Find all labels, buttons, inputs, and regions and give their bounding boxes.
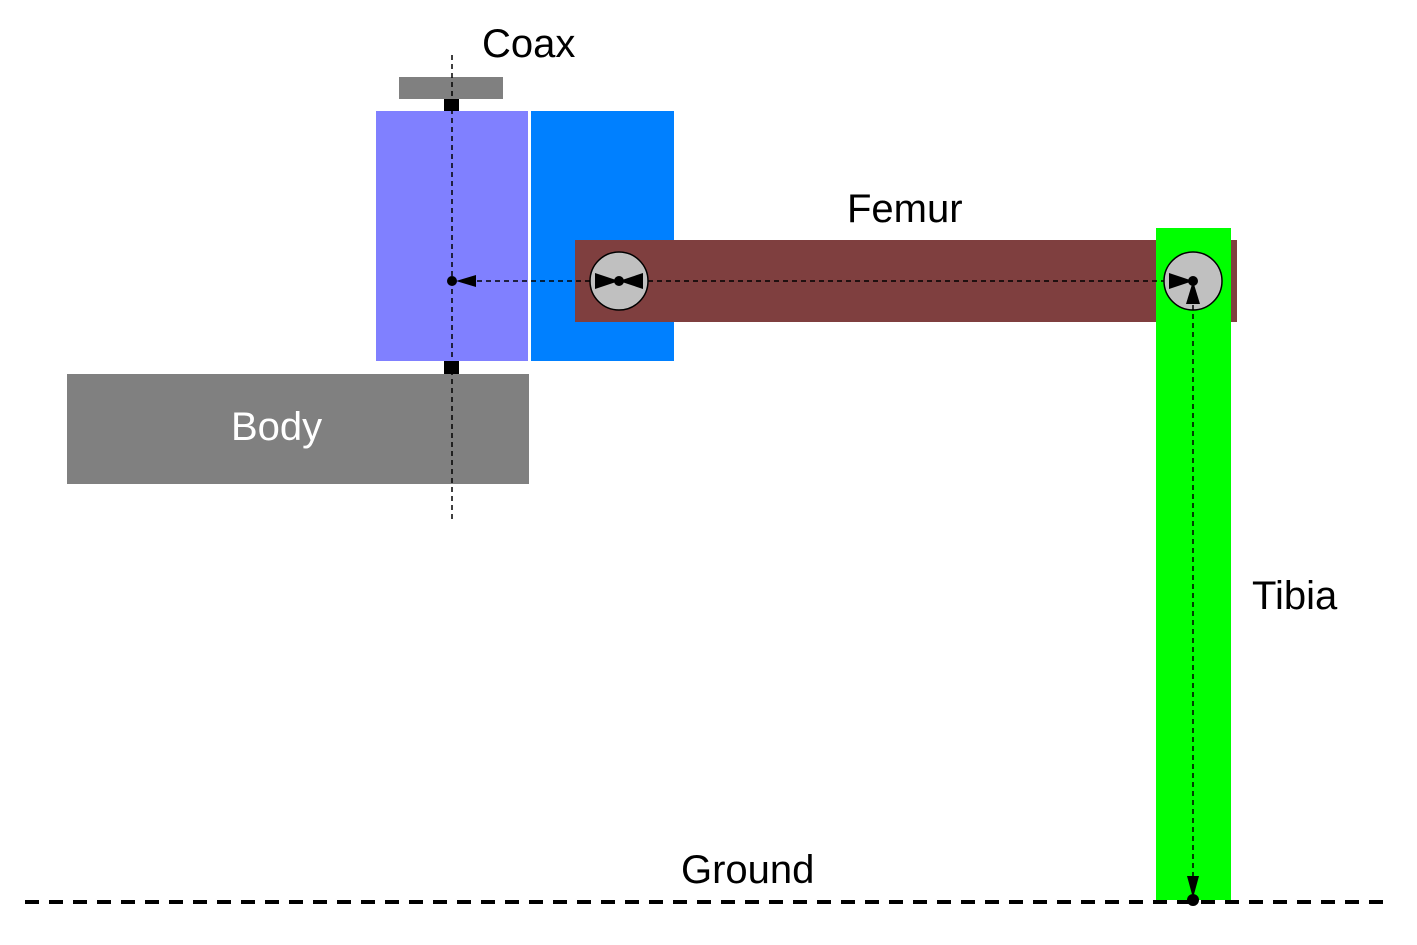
tibia-label: Tibia: [1252, 574, 1338, 618]
coax-top-pin: [444, 99, 459, 112]
coax-label: Coax: [482, 22, 575, 66]
femur-vector-arrowhead: [456, 275, 476, 287]
servo-joint-icon: [1163, 251, 1223, 311]
tibia-vector-arrowhead: [1187, 876, 1199, 898]
servo-joint-icon: [589, 251, 649, 311]
coax-cap: [399, 77, 503, 99]
body-label: Body: [231, 405, 322, 449]
coax-bottom-pin: [444, 361, 459, 374]
coax-axis-point: [447, 276, 457, 286]
femur-label: Femur: [847, 187, 963, 231]
coax-servo: [531, 111, 674, 361]
ground-label: Ground: [681, 848, 814, 892]
tibia-link: [1156, 228, 1231, 900]
